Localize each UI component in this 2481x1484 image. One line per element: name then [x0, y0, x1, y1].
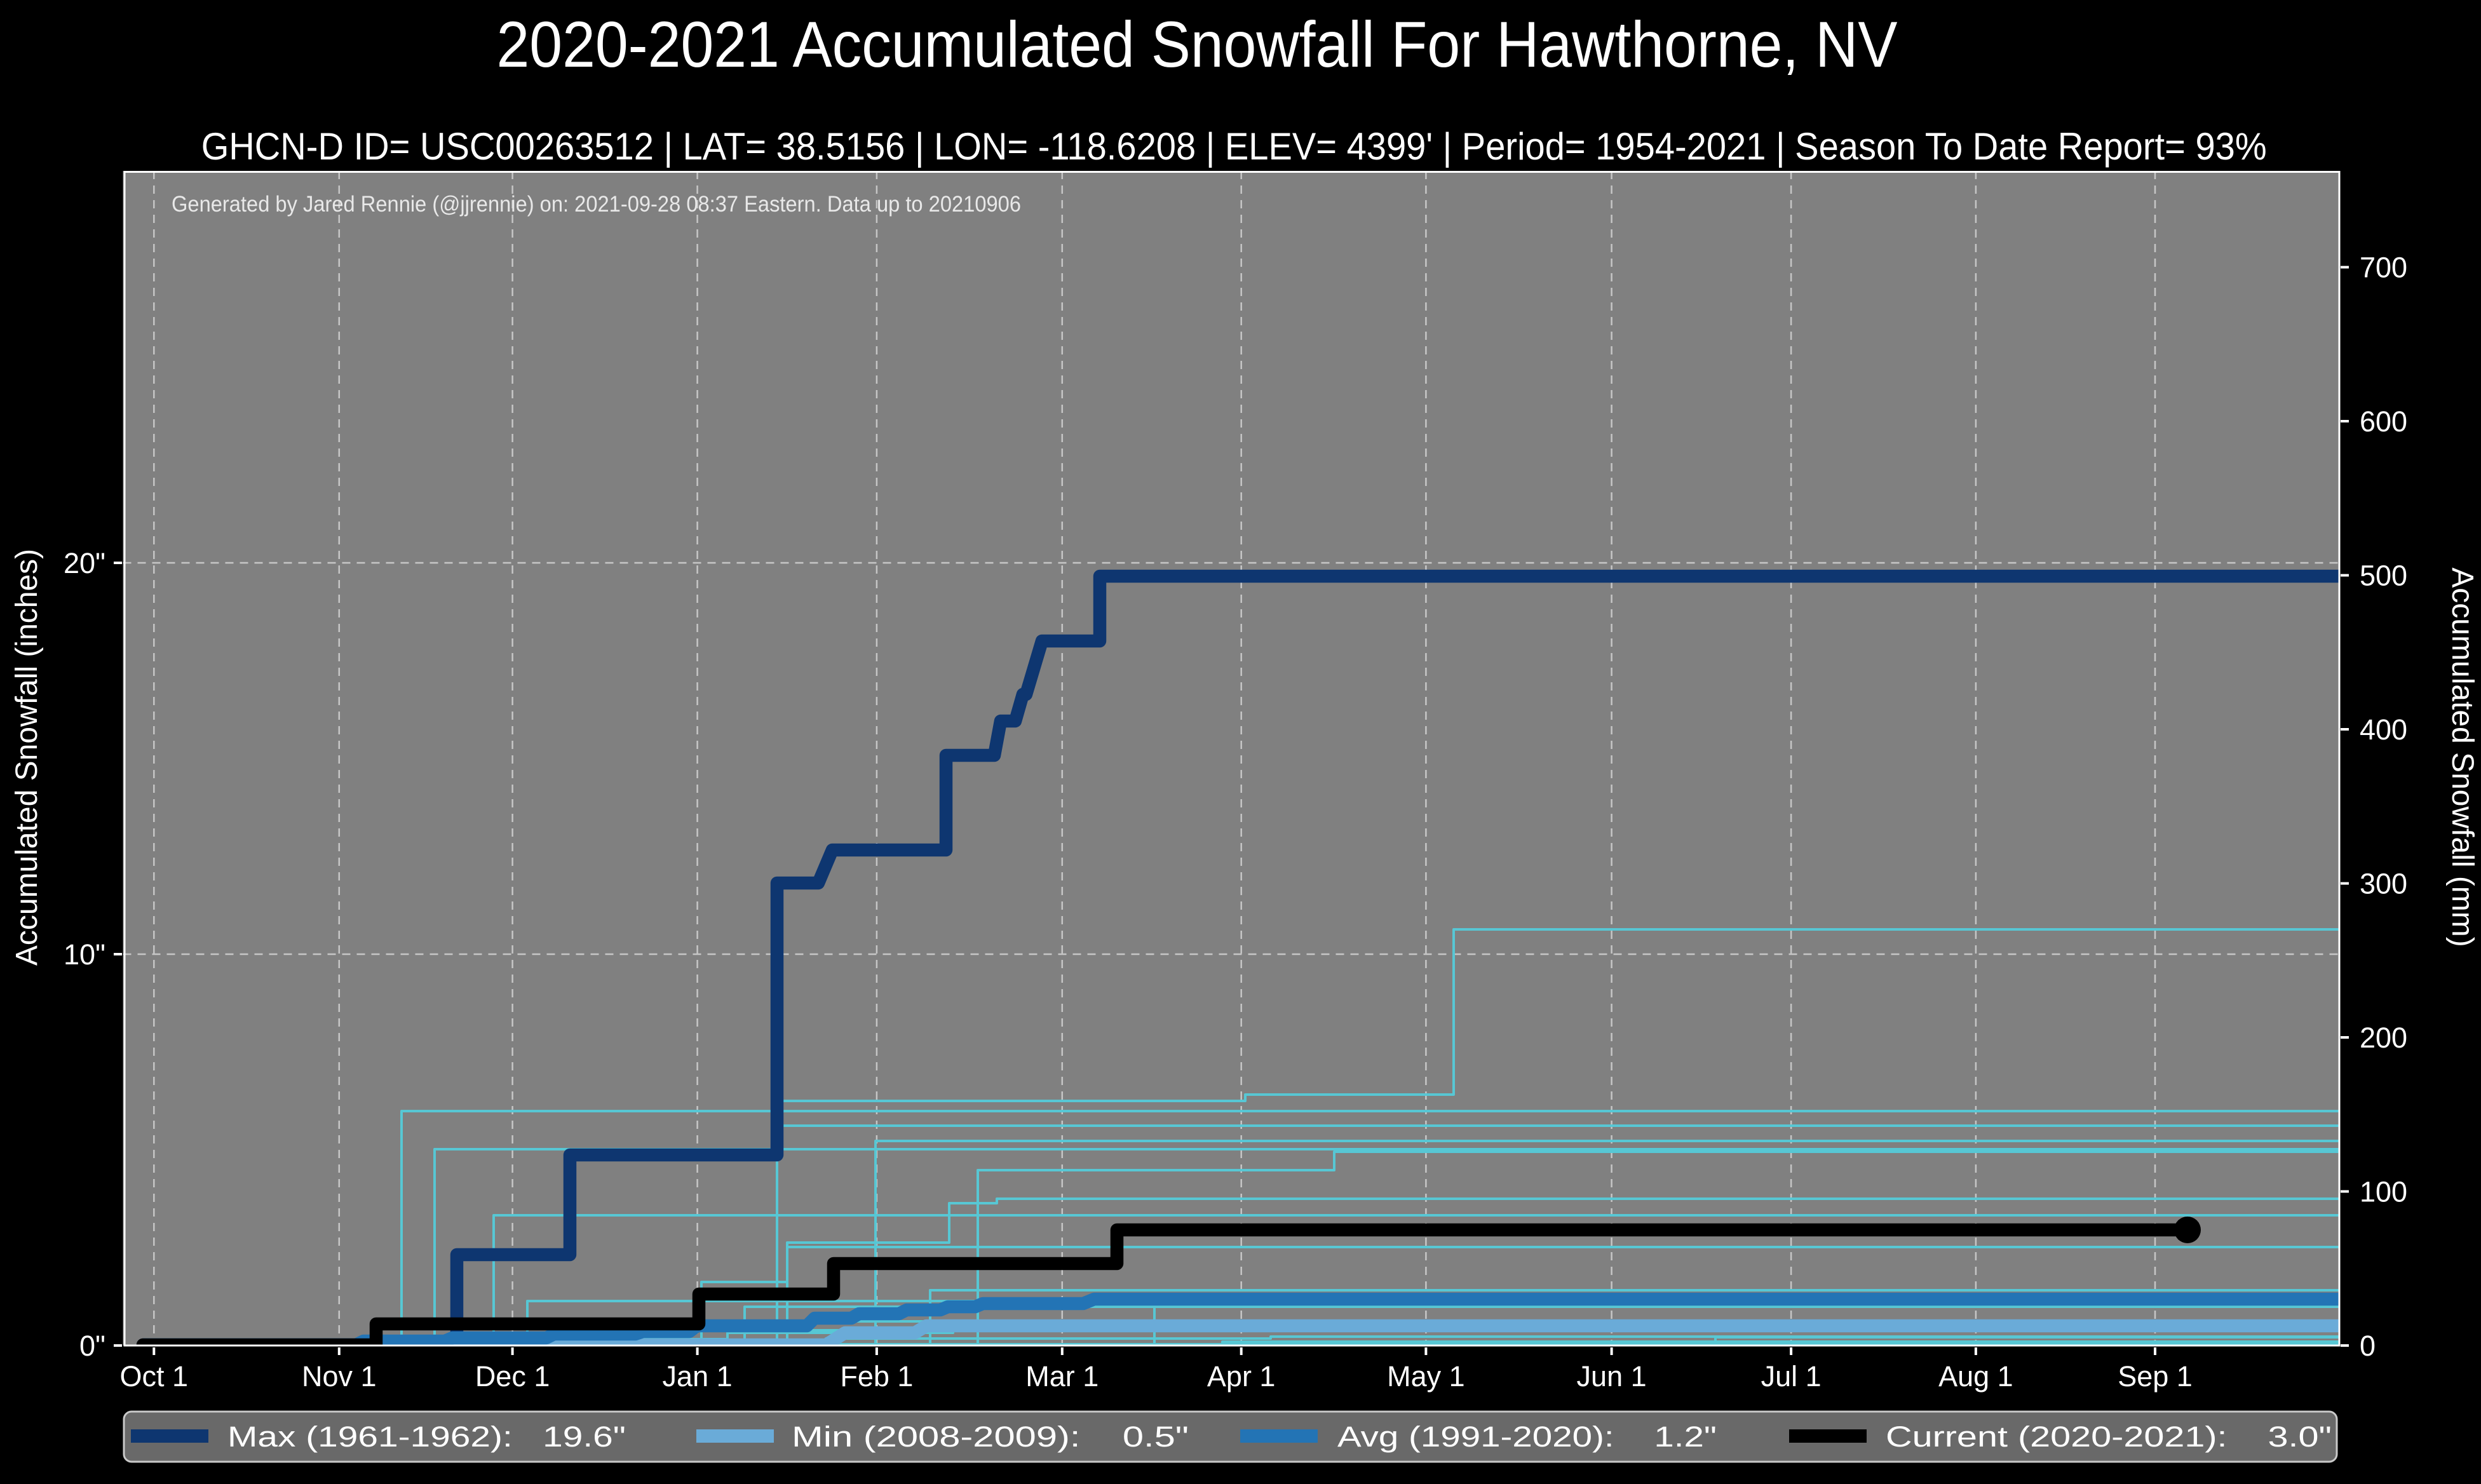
- svg-text:0": 0": [79, 1330, 105, 1362]
- svg-text:Feb 1: Feb 1: [840, 1360, 913, 1393]
- svg-text:GHCN-D ID= USC00263512 | LAT=: GHCN-D ID= USC00263512 | LAT= 38.5156 | …: [201, 125, 2267, 168]
- svg-text:Mar 1: Mar 1: [1025, 1360, 1099, 1393]
- svg-text:Generated by Jared Rennie (@jj: Generated by Jared Rennie (@jjrennie) on…: [172, 192, 1021, 217]
- svg-text:Jun 1: Jun 1: [1577, 1360, 1647, 1393]
- svg-text:Current (2020-2021): 3.0": Current (2020-2021): 3.0": [1886, 1420, 2332, 1453]
- svg-text:600: 600: [2360, 405, 2407, 438]
- svg-text:20": 20": [64, 547, 105, 579]
- svg-text:Nov 1: Nov 1: [302, 1360, 377, 1393]
- svg-text:Min (2008-2009): 0.5": Min (2008-2009): 0.5": [792, 1420, 1189, 1453]
- svg-text:Max (1961-1962): 19.6": Max (1961-1962): 19.6": [227, 1420, 626, 1453]
- svg-text:Aug 1: Aug 1: [1938, 1360, 2013, 1393]
- svg-text:Sep 1: Sep 1: [2118, 1360, 2193, 1393]
- svg-text:Jan 1: Jan 1: [663, 1360, 733, 1393]
- svg-text:Avg (1991-2020): 1.2": Avg (1991-2020): 1.2": [1337, 1420, 1717, 1453]
- svg-text:Accumulated Snowfall (inches): Accumulated Snowfall (inches): [10, 549, 44, 966]
- svg-text:Apr 1: Apr 1: [1207, 1360, 1276, 1393]
- svg-text:2020-2021 Accumulated Snowfall: 2020-2021 Accumulated Snowfall For Hawth…: [497, 8, 1898, 81]
- svg-text:300: 300: [2360, 868, 2407, 900]
- svg-text:500: 500: [2360, 560, 2407, 592]
- svg-text:10": 10": [64, 938, 105, 971]
- svg-text:Dec 1: Dec 1: [475, 1360, 550, 1393]
- svg-text:200: 200: [2360, 1022, 2407, 1054]
- svg-text:Oct 1: Oct 1: [120, 1360, 189, 1393]
- svg-text:700: 700: [2360, 252, 2407, 284]
- svg-text:Jul 1: Jul 1: [1761, 1360, 1822, 1393]
- svg-text:0: 0: [2360, 1330, 2376, 1362]
- svg-text:400: 400: [2360, 713, 2407, 746]
- svg-text:May 1: May 1: [1387, 1360, 1465, 1393]
- svg-text:100: 100: [2360, 1176, 2407, 1208]
- svg-text:Accumulated Snowfall (mm): Accumulated Snowfall (mm): [2445, 567, 2479, 947]
